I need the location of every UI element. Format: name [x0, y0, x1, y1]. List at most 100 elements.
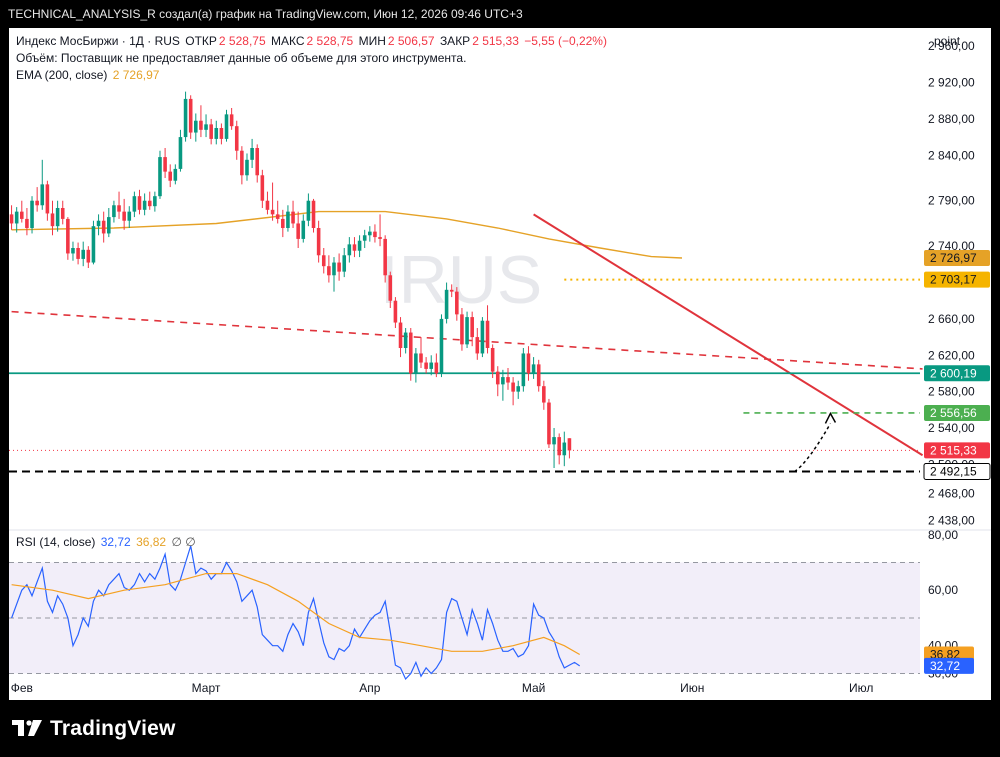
- tradingview-logo-icon: [12, 719, 42, 736]
- symbol-watermark: IRUS: [380, 242, 542, 318]
- candle-body: [557, 437, 561, 456]
- candle-body: [127, 211, 132, 221]
- time-axis-label: Май: [522, 681, 546, 695]
- rsi-value-box: [924, 657, 974, 674]
- candle-body: [531, 364, 536, 374]
- rsi-value-box-label: 32,72: [930, 659, 960, 673]
- change-value: −5,55 (−0,22%): [524, 34, 607, 48]
- candle-body: [96, 220, 101, 227]
- candle-body: [270, 209, 275, 215]
- rsi-ma-value: 36,82: [136, 535, 167, 549]
- candle-body: [234, 126, 239, 151]
- time-axis-label: Фев: [11, 681, 33, 695]
- candle-body: [465, 317, 469, 345]
- candle-body: [178, 137, 183, 169]
- candle-body: [281, 218, 285, 228]
- rsi-tick-label: 80,00: [928, 528, 958, 542]
- ema-legend[interactable]: EMA (200, close) 2 726,97: [16, 68, 161, 82]
- chart-canvas[interactable]: 2 960,00 2 920,00 2 880,00 2 840,00 2 790,00…: [9, 28, 991, 700]
- close-label: ЗАКР: [439, 34, 471, 48]
- candle-body: [45, 184, 50, 214]
- candle-body: [383, 238, 387, 276]
- candle-body: [342, 255, 347, 272]
- candle-body: [219, 128, 224, 139]
- ema-value: 2 726,97: [112, 68, 160, 82]
- price-axis-unit: point: [934, 34, 961, 48]
- candle-body: [173, 168, 178, 181]
- candle-body: [429, 362, 434, 369]
- price-tick-label: 2 580,00: [928, 385, 975, 399]
- candle-body: [490, 348, 495, 372]
- rsi-tick-label: 60,00: [928, 583, 958, 597]
- tradingview-wordmark: TradingView: [50, 716, 176, 740]
- ema-level-price-box: [924, 250, 990, 267]
- candle-body: [107, 217, 111, 234]
- candle-body: [224, 114, 229, 139]
- candle-body: [332, 262, 336, 276]
- ema-level-price-label: 2 726,97: [930, 251, 977, 265]
- price-tick-label: 2 740,00: [928, 239, 975, 253]
- candle-body: [419, 353, 423, 363]
- rsi-line: [11, 545, 581, 681]
- candle-body: [434, 362, 439, 374]
- candle-body: [321, 255, 326, 267]
- symbol-name[interactable]: Индекс МосБиржи · 1Д · RUS: [16, 34, 180, 48]
- candle-body: [137, 196, 142, 210]
- rsi-label: RSI (14, close): [16, 535, 96, 549]
- candle-body: [362, 235, 367, 241]
- down-trendline: [533, 213, 924, 457]
- candle-body: [86, 249, 91, 263]
- candle-body: [414, 353, 418, 374]
- volume-note: Объём: Поставщик не предоставляет данные…: [16, 51, 467, 65]
- symbol-legend: Индекс МосБиржи · 1Д · RUS ОТКР 2 528,75 …: [16, 34, 609, 48]
- candle-body: [337, 262, 341, 272]
- rsi-extra: ∅ ∅: [171, 535, 196, 549]
- candle-body: [480, 320, 485, 354]
- candle-body: [275, 214, 280, 219]
- price-tick-label: 2 790,00: [928, 194, 975, 208]
- time-axis-label: Июн: [680, 681, 704, 695]
- rsi-legend[interactable]: RSI (14, close) 32,72 36,82 ∅ ∅: [16, 535, 198, 549]
- candle-body: [260, 175, 265, 201]
- candle-body: [296, 223, 300, 239]
- candle-body: [393, 300, 398, 323]
- candle-body: [194, 120, 198, 133]
- time-axis-label: Апр: [359, 681, 381, 695]
- last-price-price-label: 2 515,33: [930, 443, 977, 457]
- rsi-value: 32,72: [100, 535, 131, 549]
- candle-body: [408, 332, 413, 374]
- candle-body: [567, 438, 572, 451]
- price-tick-label: 2 438,00: [928, 514, 975, 528]
- candle-body: [388, 275, 393, 301]
- candle-body: [122, 211, 126, 221]
- candle-body: [495, 371, 500, 385]
- price-tick-label: 2 920,00: [928, 76, 975, 90]
- price-tick-label: 2 540,00: [928, 421, 975, 435]
- candle-body: [204, 124, 208, 130]
- candle-body: [485, 320, 490, 348]
- candle-body: [250, 148, 254, 160]
- open-label: ОТКР: [185, 34, 217, 48]
- candle-body: [158, 157, 162, 197]
- candle-body: [112, 205, 116, 218]
- candle-body: [101, 220, 106, 234]
- candle-body: [76, 248, 80, 259]
- candle-body: [460, 314, 464, 345]
- candle-body: [60, 208, 65, 219]
- candle-body: [357, 240, 362, 251]
- candle-body: [142, 200, 147, 210]
- candle-body: [352, 244, 357, 251]
- chart-panel[interactable]: 2 960,00 2 920,00 2 880,00 2 840,00 2 790,00…: [9, 28, 991, 700]
- candle-body: [30, 200, 34, 228]
- candle-body: [35, 200, 39, 206]
- candle-body: [306, 200, 311, 221]
- tradingview-logo[interactable]: TradingView: [12, 717, 176, 741]
- high-value: 2 528,75: [306, 34, 354, 48]
- candle-body: [66, 218, 70, 254]
- candle-body: [368, 231, 372, 236]
- candle-body: [163, 157, 167, 172]
- low-label: МИН: [358, 34, 386, 48]
- candle-body: [240, 150, 244, 176]
- candles-group: [9, 91, 572, 468]
- candle-body: [199, 120, 203, 130]
